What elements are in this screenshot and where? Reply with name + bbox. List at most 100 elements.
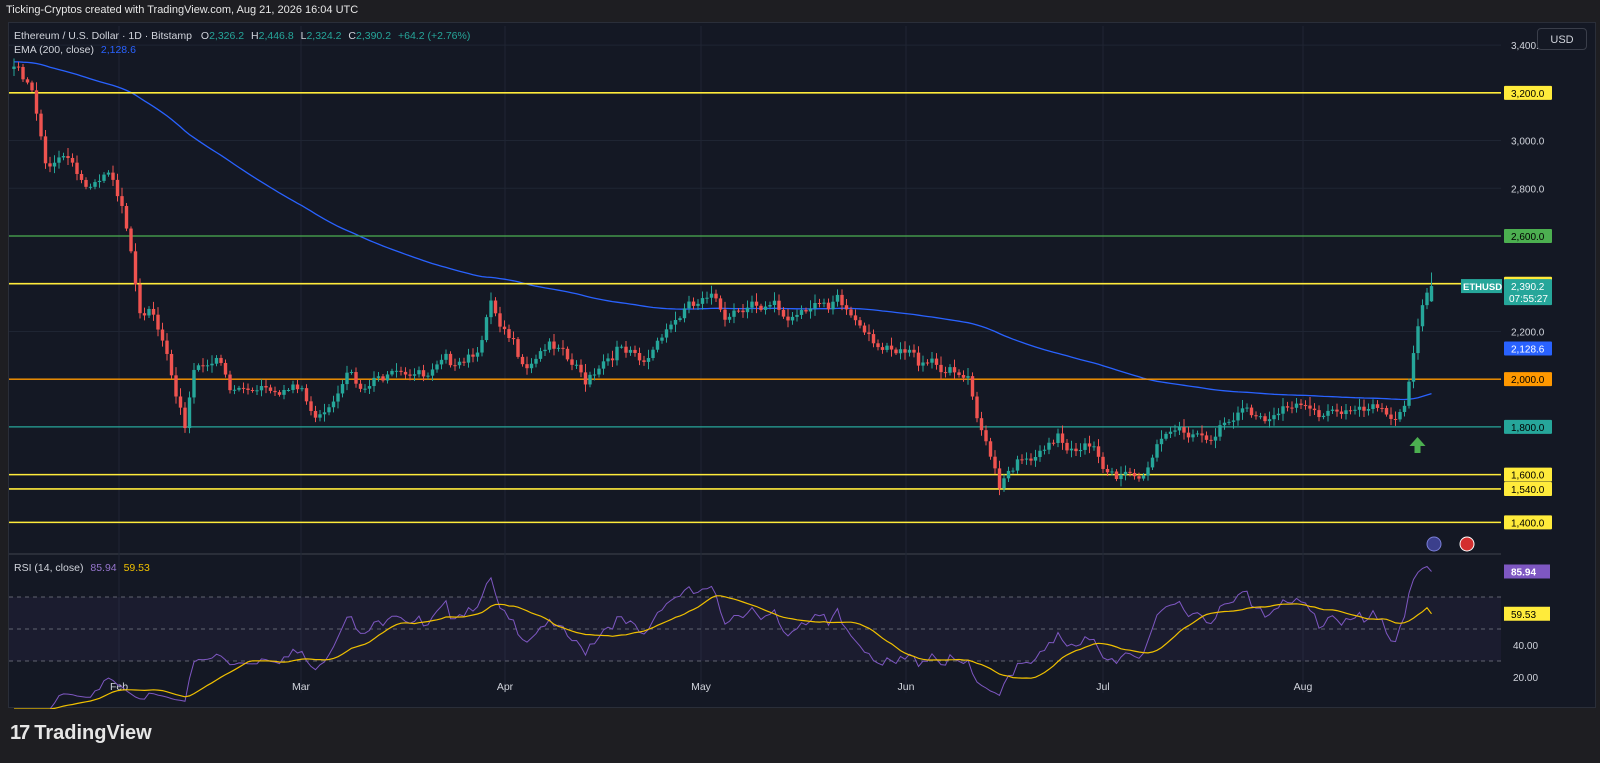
candle [1245,403,1249,412]
footer: 17 TradingView [0,710,1600,763]
candle [142,307,147,321]
candle-body [246,388,250,390]
candle [529,358,534,374]
candle [313,405,318,423]
candle [1308,397,1312,417]
candle-body [421,370,426,377]
candle-body [655,340,660,350]
candle [511,331,516,345]
candle [448,351,453,368]
candle [880,342,885,354]
candle [705,291,709,304]
candle-body [1069,448,1074,451]
candle-body [142,313,147,316]
candle-body [1330,409,1335,411]
rsi-tick-label: 20.00 [1513,673,1538,684]
symbol-legend: Ethereum / U.S. Dollar · 1D · Bitstamp O… [14,30,470,42]
candle-body [282,389,286,395]
candle-body [718,298,723,310]
time-tick-label: May [691,681,712,693]
candle-body [309,401,313,411]
candle-body [781,309,786,317]
candle-body [21,66,25,80]
candle [885,342,889,353]
candle [1335,403,1339,417]
candle [1146,461,1150,481]
candle [1015,455,1020,474]
candle [871,329,876,348]
time-tick-label: Jun [898,681,915,693]
candle [399,366,403,376]
candle-body [192,369,196,398]
ema-label: EMA (200, close) [14,44,94,56]
price-tick-label: 2,200.0 [1511,327,1545,338]
candle-body [723,309,727,320]
candle-body [354,372,358,384]
candle [192,362,196,404]
candle-body [687,301,691,309]
candle-body [759,305,763,310]
symbol-badge [1461,279,1502,294]
candle-body [1042,449,1047,451]
candle [327,403,331,416]
candle-body [264,385,268,388]
candle [853,309,858,326]
candle-body [349,372,354,374]
candle-body [1402,405,1407,413]
candle-body [583,372,588,385]
candle-body [912,349,916,353]
candle-body [1276,413,1281,416]
candle [318,409,322,422]
candle-body [1191,434,1195,438]
candle-body [916,352,921,366]
currency-button[interactable]: USD [1537,28,1587,50]
candle-body [1159,438,1164,445]
ema-value: 2,128.6 [100,44,136,56]
candle-body [1285,406,1290,408]
candle [889,337,894,357]
candle-body [286,389,291,391]
candle-body [1407,381,1411,406]
candle [696,299,700,311]
symbol-badge-label: ETHUSD [1463,282,1502,293]
candle-body [588,374,592,385]
candle [25,77,30,85]
candle [1123,465,1128,481]
candle [898,342,903,360]
candle-body [1065,442,1069,451]
candle [1330,406,1335,415]
candle [844,299,849,315]
candle-body [903,349,907,353]
candle [408,369,412,381]
candle [39,109,43,140]
candle [219,354,223,366]
price-chart[interactable]: 3,400.0 3,000.0 2,800.0 2,200.0 3,200.0 2,600… [9,23,1597,709]
candle [255,385,259,396]
candle [817,298,822,308]
candle [741,304,745,318]
level-badge [1504,85,1552,100]
candle-body [457,361,462,366]
candle [601,354,606,375]
candle [822,298,826,308]
candle-body [1420,305,1425,327]
candle [1029,453,1033,466]
open-value: 2,326.2 [209,30,245,42]
candle-body [624,346,628,353]
candle [813,294,817,316]
candle-body [75,162,79,174]
candle-body [439,359,444,365]
candle [1344,404,1348,420]
tradingview-logo[interactable]: 17 TradingView [10,722,152,745]
chart-frame[interactable]: 3,400.0 3,000.0 2,800.0 2,200.0 3,200.0 2,600… [8,22,1597,709]
candle [1240,399,1245,420]
candle-body [993,456,997,469]
candle-body [867,332,871,335]
candle-body [156,314,160,330]
candle [264,379,268,394]
candle-body [898,349,903,354]
rsi-line [14,565,1432,709]
candle [1096,439,1101,464]
candle [345,365,349,391]
candle-body [205,365,210,367]
